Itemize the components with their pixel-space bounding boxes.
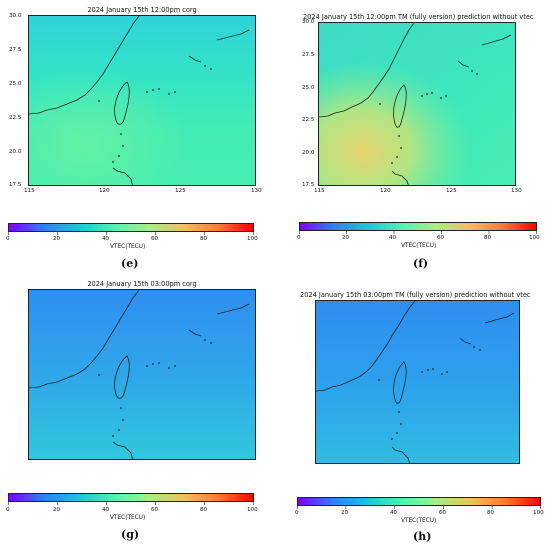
colorbar-tick: 0 xyxy=(295,510,299,516)
y-tick: 22.5 xyxy=(302,117,315,123)
colorbar-ticks xyxy=(297,506,541,509)
colorbar-ticks xyxy=(8,232,254,235)
islands xyxy=(379,70,478,164)
coastline xyxy=(316,301,515,463)
colorbar-label: VTEC(TECU) xyxy=(110,244,146,250)
y-tick: 25.0 xyxy=(9,81,22,87)
colorbar-tick: 80 xyxy=(487,510,495,516)
coastline xyxy=(29,290,250,459)
panel-title: 2024 January 15th 12:00pm corg xyxy=(87,6,197,14)
colorbar-tick: 60 xyxy=(151,236,159,242)
x-tick: 120 xyxy=(380,188,391,194)
colorbar-tick: 0 xyxy=(6,236,10,242)
colorbar-tick: 60 xyxy=(437,235,445,241)
colorbar-tick: 0 xyxy=(297,235,301,241)
panel-caption: (f) xyxy=(413,257,429,270)
colorbar xyxy=(8,223,254,232)
colorbar-tick: 40 xyxy=(102,236,110,242)
x-tick: 130 xyxy=(251,188,262,194)
x-tick: 115 xyxy=(314,188,325,194)
y-tick: 17.5 xyxy=(9,182,22,188)
islands xyxy=(378,346,481,440)
x-tick: 130 xyxy=(511,188,522,194)
panel-caption: (e) xyxy=(121,257,139,270)
colorbar-tick: 100 xyxy=(529,235,540,241)
y-tick: 27.5 xyxy=(302,52,315,58)
vtec-map xyxy=(28,289,256,460)
colorbar-tick: 80 xyxy=(200,507,208,513)
vtec-map xyxy=(318,22,516,186)
colorbar-tick: 20 xyxy=(53,507,61,513)
x-tick: 120 xyxy=(99,188,110,194)
panel-title: 2024 January 15th 12:00pm TM (fully vers… xyxy=(303,13,534,21)
colorbar-tick: 100 xyxy=(533,510,544,516)
colorbar-tick: 0 xyxy=(6,507,10,513)
y-tick: 20.0 xyxy=(9,149,22,155)
colorbar-tick: 20 xyxy=(341,510,349,516)
panel-title: 2024 January 15th 03:00pm TM (fully vers… xyxy=(300,291,531,299)
colorbar-tick: 60 xyxy=(439,510,447,516)
colorbar-tick: 100 xyxy=(247,507,258,513)
colorbar-ticks xyxy=(299,231,537,234)
islands xyxy=(98,65,212,163)
y-tick: 17.5 xyxy=(302,182,315,188)
colorbar xyxy=(297,497,541,506)
colorbar xyxy=(299,222,537,231)
colorbar-tick: 60 xyxy=(151,507,159,513)
colorbar-tick: 40 xyxy=(390,510,398,516)
colorbar-tick: 40 xyxy=(102,507,110,513)
y-tick: 20.0 xyxy=(302,150,315,156)
y-tick: 25.0 xyxy=(302,85,315,91)
y-tick: 30.0 xyxy=(302,19,315,25)
colorbar-label: VTEC(TECU) xyxy=(401,518,437,524)
colorbar-label: VTEC(TECU) xyxy=(401,243,437,249)
islands xyxy=(98,339,212,437)
panel-caption: (g) xyxy=(121,528,140,541)
colorbar-tick: 40 xyxy=(389,235,397,241)
vtec-map xyxy=(28,15,256,186)
y-tick: 22.5 xyxy=(9,115,22,121)
x-tick: 125 xyxy=(446,188,457,194)
coastline xyxy=(29,16,250,185)
colorbar-tick: 20 xyxy=(342,235,350,241)
colorbar-ticks xyxy=(8,502,254,505)
colorbar xyxy=(8,493,254,502)
colorbar-label: VTEC(TECU) xyxy=(110,515,146,521)
vtec-map xyxy=(315,300,520,464)
panel-title: 2024 January 15th 03:00pm corg xyxy=(87,280,197,288)
panel-caption: (h) xyxy=(413,530,432,543)
x-tick: 115 xyxy=(24,188,35,194)
x-tick: 125 xyxy=(175,188,186,194)
y-tick: 30.0 xyxy=(9,13,22,19)
y-tick: 27.5 xyxy=(9,47,22,53)
colorbar-tick: 80 xyxy=(484,235,492,241)
colorbar-tick: 80 xyxy=(200,236,208,242)
colorbar-tick: 20 xyxy=(53,236,61,242)
colorbar-tick: 100 xyxy=(247,236,258,242)
coastline xyxy=(319,23,512,185)
